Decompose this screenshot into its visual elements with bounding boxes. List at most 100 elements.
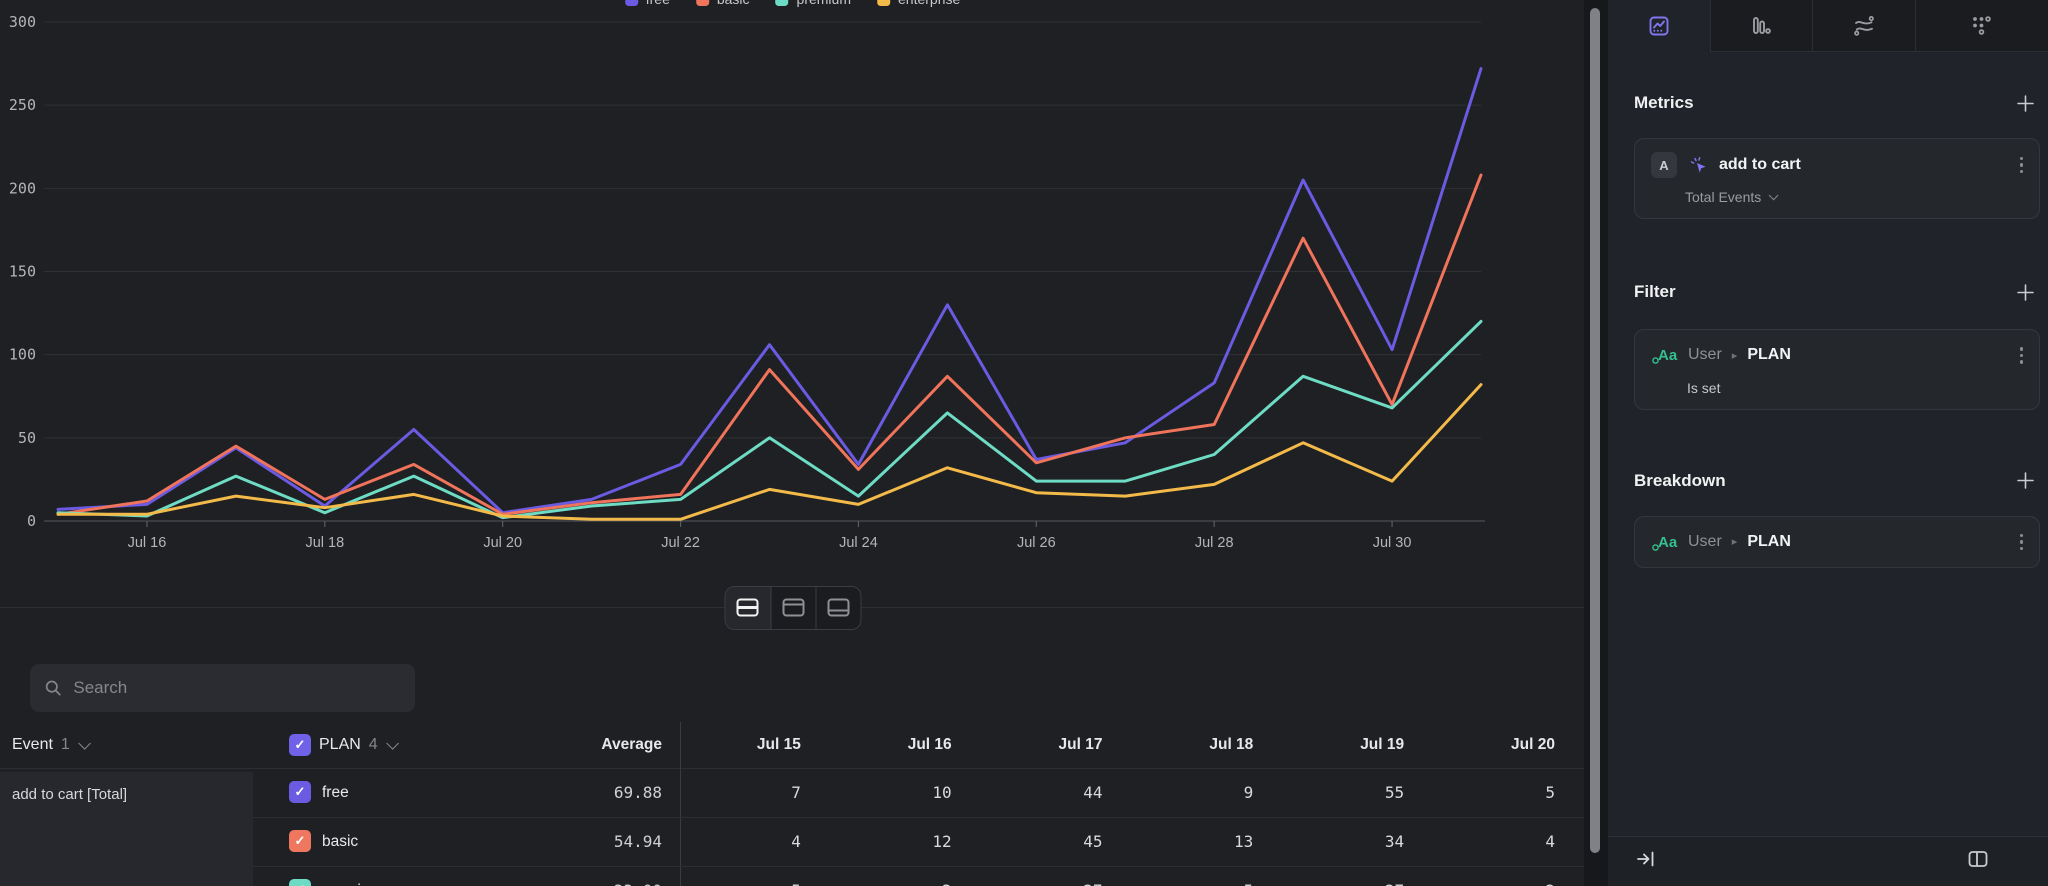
collapse-panel-icon[interactable] xyxy=(1634,847,1658,876)
sidebar-footer xyxy=(1608,836,2048,886)
header-row-divider xyxy=(0,768,1585,769)
metric-options-kebab-icon[interactable] xyxy=(2016,153,2028,178)
svg-text:Aa: Aa xyxy=(1658,347,1678,364)
legend-swatch-icon xyxy=(877,0,891,6)
add-filter-button[interactable] xyxy=(2010,277,2040,307)
row-cell-value: 4 xyxy=(791,832,801,851)
plan-select-all-checkbox[interactable]: ✓ xyxy=(289,734,311,756)
layout-toggle-chart-only-view[interactable] xyxy=(770,587,815,629)
date-column-header: Jul 20 xyxy=(1511,736,1555,753)
tab-more-charts[interactable] xyxy=(1914,0,2048,52)
series-line-free[interactable] xyxy=(56,67,1483,515)
y-axis-label: 50 xyxy=(18,429,36,447)
row-label: free xyxy=(322,784,349,801)
legend-item-enterprise[interactable]: enterprise xyxy=(877,0,960,7)
search-icon xyxy=(45,680,61,696)
add-breakdown-button[interactable] xyxy=(2010,466,2040,496)
x-axis-label: Jul 20 xyxy=(483,535,522,551)
breadcrumb-arrow-icon: ▸ xyxy=(1731,349,1738,362)
chart-and-table-area: free basic premium enterprise 0 50 100 150 200 2… xyxy=(0,0,1585,886)
date-column-header: Jul 19 xyxy=(1360,736,1405,753)
x-axis-label: Jul 18 xyxy=(305,535,344,551)
table-row[interactable]: ✓ premium 33.00 5 3 27 5 27 2 xyxy=(0,866,1585,886)
panel-layout-icon[interactable] xyxy=(1966,847,1990,876)
event-selector-label: Event xyxy=(12,736,53,753)
legend-swatch-icon xyxy=(695,0,709,6)
filter-title: Filter xyxy=(1634,282,1676,301)
breakdown-card[interactable]: Aa User ▸ PLAN xyxy=(1634,515,2040,568)
row-checkbox[interactable]: ✓ xyxy=(289,830,311,852)
filter-options-kebab-icon[interactable] xyxy=(2016,343,2028,368)
breakdown-options-kebab-icon[interactable] xyxy=(2016,530,2028,555)
metric-event-name: add to cart xyxy=(1719,156,1801,173)
scrollbar-thumb[interactable] xyxy=(1590,8,1600,853)
row-cell-value: 9 xyxy=(1243,783,1254,802)
row-divider xyxy=(253,866,1585,867)
search-input[interactable] xyxy=(73,678,401,698)
filter-card[interactable]: Aa User ▸ PLAN Is set xyxy=(1634,329,2040,410)
date-column-header: Jul 15 xyxy=(756,736,801,753)
measure-dropdown[interactable]: Total Events xyxy=(1685,189,2027,205)
legend-label: enterprise xyxy=(898,0,960,7)
add-metric-button[interactable] xyxy=(2010,88,2040,118)
filter-condition[interactable]: Is set xyxy=(1687,379,1721,396)
row-cell-value: 27 xyxy=(982,866,1102,886)
series-line-enterprise[interactable] xyxy=(56,383,1483,521)
row-checkbox[interactable]: ✓ xyxy=(289,781,311,803)
y-axis-label: 300 xyxy=(9,13,36,31)
filter-property: PLAN xyxy=(1747,346,1791,364)
plan-selector[interactable]: ✓ PLAN 4 xyxy=(289,722,399,768)
metrics-title: Metrics xyxy=(1634,93,1694,112)
row-checkbox[interactable]: ✓ xyxy=(289,879,311,886)
y-axis-label: 150 xyxy=(9,263,36,281)
metric-badge: A xyxy=(1651,152,1677,178)
x-axis-label: Jul 26 xyxy=(1017,535,1056,551)
bar-chart-icon xyxy=(1753,16,1772,34)
breakdown-property: PLAN xyxy=(1747,532,1791,550)
series-line-basic[interactable] xyxy=(56,173,1483,516)
legend-swatch-icon xyxy=(624,0,638,6)
legend-item-free[interactable]: free xyxy=(624,0,670,7)
row-cell-value: 5 xyxy=(680,866,801,886)
legend-label: premium xyxy=(797,0,851,7)
plan-selector-count: 4 xyxy=(368,736,378,753)
series-line-premium[interactable] xyxy=(56,319,1483,520)
breakdown-scope: User xyxy=(1688,532,1722,550)
chevron-down-icon xyxy=(78,736,91,750)
measure-label: Total Events xyxy=(1685,189,1762,205)
date-column-header: Jul 17 xyxy=(1058,736,1103,753)
legend-label: free xyxy=(646,0,670,7)
row-cell-value: 12 xyxy=(932,832,952,851)
row-cell-value: 44 xyxy=(1083,783,1103,802)
chart-legend: free basic premium enterprise xyxy=(624,0,960,7)
event-row-panel[interactable]: add to cart [Total] xyxy=(0,772,253,886)
line-chart[interactable]: 0 50 100 150 200 250 300 Jul 16 Jul 18 Jul 20 Jul … xyxy=(0,0,1585,565)
legend-item-premium[interactable]: premium xyxy=(775,0,851,7)
x-axis-label: Jul 24 xyxy=(839,535,878,551)
row-cell-value: 5 xyxy=(1545,783,1555,802)
date-column-header: Jul 18 xyxy=(1209,736,1254,753)
search-box[interactable] xyxy=(30,664,415,712)
table-row[interactable]: ✓ free 69.88 7 10 44 9 55 5 xyxy=(0,768,1585,817)
x-axis-label: Jul 30 xyxy=(1373,535,1412,551)
event-selector-count: 1 xyxy=(60,736,70,753)
event-selector[interactable]: Event 1 xyxy=(12,722,91,768)
row-cell-value: 34 xyxy=(1384,832,1405,851)
tab-flow-chart[interactable] xyxy=(1812,0,1915,52)
row-cell-value: 7 xyxy=(791,783,801,802)
row-cell-value: 2 xyxy=(1434,866,1555,886)
row-average-value: 54.94 xyxy=(613,832,662,851)
table-row[interactable]: ✓ basic 54.94 4 12 45 13 34 4 xyxy=(0,817,1585,866)
average-column-header: Average xyxy=(601,736,662,753)
row-cell-value: 45 xyxy=(1083,832,1103,851)
metric-card[interactable]: A add to cart Total Events xyxy=(1634,138,2040,219)
legend-item-basic[interactable]: basic xyxy=(695,0,750,7)
layout-toggle-table-only-view[interactable] xyxy=(815,587,860,629)
layout-toggle-split-view[interactable] xyxy=(725,587,770,629)
x-axis-label: Jul 16 xyxy=(128,535,167,551)
y-axis-label: 250 xyxy=(9,96,36,114)
tab-line-chart[interactable] xyxy=(1608,0,1710,52)
chevron-down-icon xyxy=(1768,189,1779,200)
tab-bar-chart[interactable] xyxy=(1709,0,1813,52)
